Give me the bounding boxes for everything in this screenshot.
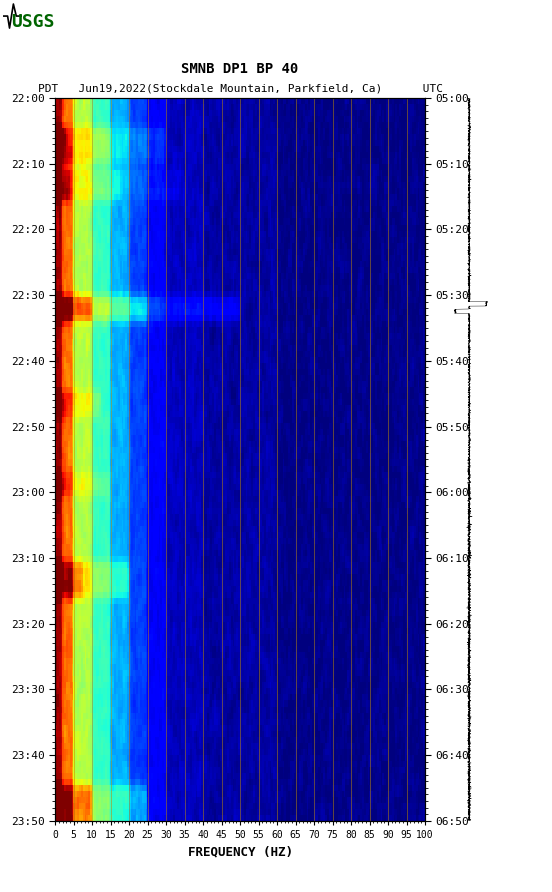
Text: USGS: USGS xyxy=(11,13,55,31)
Text: SMNB DP1 BP 40: SMNB DP1 BP 40 xyxy=(182,62,299,76)
Text: PDT   Jun19,2022(Stockdale Mountain, Parkfield, Ca)      UTC: PDT Jun19,2022(Stockdale Mountain, Parkf… xyxy=(38,84,443,94)
X-axis label: FREQUENCY (HZ): FREQUENCY (HZ) xyxy=(188,846,293,858)
